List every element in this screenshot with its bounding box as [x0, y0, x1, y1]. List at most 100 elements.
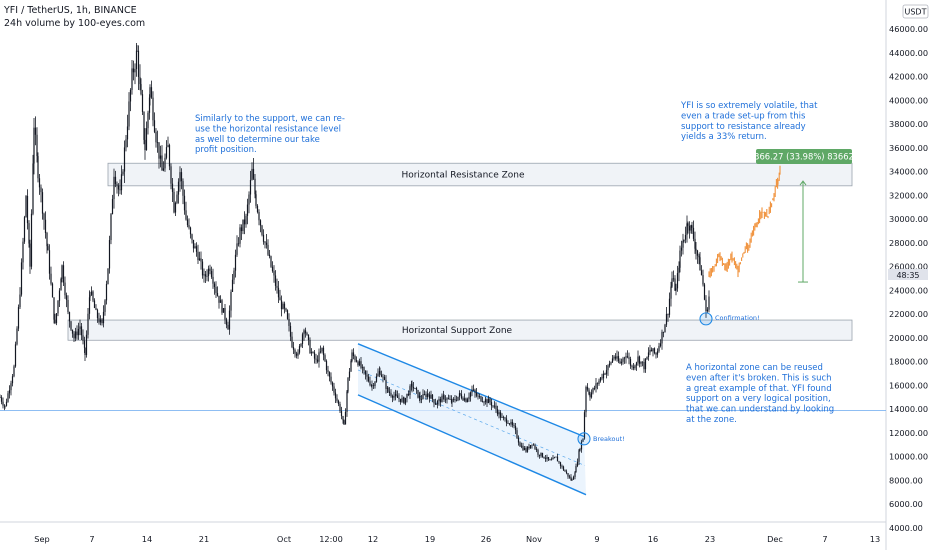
- confirmation-marker[interactable]: [699, 312, 713, 326]
- candle-body: [288, 318, 290, 326]
- candle-body: [502, 417, 505, 418]
- candle-body: [291, 336, 293, 348]
- candle-body: [328, 372, 331, 377]
- candle-body: [628, 357, 630, 359]
- chart-title: YFI / TetherUS, 1h, BINANCE: [3, 5, 137, 16]
- channel-lower-line[interactable]: [357, 394, 587, 496]
- candle-body: [420, 399, 423, 400]
- candle-body: [38, 178, 41, 188]
- candle-body: [626, 356, 629, 358]
- candle-body: [139, 76, 141, 85]
- candle-body: [589, 394, 591, 398]
- candle-body: [668, 298, 671, 315]
- candle-body: [134, 69, 136, 73]
- candle-body: [191, 234, 193, 240]
- measure-badge[interactable]: [756, 148, 852, 164]
- candle-body: [321, 347, 323, 352]
- candle-body: [395, 394, 397, 396]
- candle-body: [143, 111, 145, 140]
- candle-body: [185, 210, 187, 220]
- candle-body: [50, 273, 52, 284]
- candle-body: [688, 225, 691, 231]
- candle-body: [67, 299, 69, 313]
- candle-body: [547, 457, 550, 460]
- channel-upper-line[interactable]: [357, 343, 585, 438]
- candle-body: [145, 128, 148, 151]
- candle-body: [319, 351, 322, 353]
- candle-body: [555, 456, 557, 458]
- candle-body: [641, 361, 644, 363]
- price-tick-label: 18000.00: [889, 357, 928, 367]
- breakout-label: Breakout!: [593, 435, 625, 443]
- candle-body: [354, 355, 356, 361]
- candle-body: [234, 254, 237, 271]
- horizontal-support-zone[interactable]: [67, 319, 853, 341]
- candle-body: [540, 452, 542, 456]
- candle-body: [463, 398, 466, 401]
- price-axis[interactable]: 46000.00 44000.00 42000.00 40000.00 38000.00…: [889, 24, 928, 533]
- candle-body: [531, 444, 533, 446]
- candle-body: [113, 176, 115, 200]
- candle-body: [696, 250, 699, 256]
- candle-body: [552, 457, 554, 460]
- candle-body: [434, 403, 437, 405]
- price-tick-label: 30000.00: [889, 214, 928, 224]
- breakout-marker[interactable]: [577, 432, 591, 446]
- candle-body: [486, 399, 488, 404]
- candle-body: [204, 274, 207, 277]
- candle-body: [454, 399, 456, 401]
- currency-badge[interactable]: [902, 4, 929, 19]
- time-axis[interactable]: Sep 7 14 21 Oct 12:00 12 19 26 Nov 9 16 23 Dec 7 13: [34, 534, 880, 544]
- candle-body: [215, 286, 217, 293]
- candle-body: [152, 97, 154, 121]
- candle-body: [699, 257, 701, 271]
- candle-body: [498, 412, 500, 415]
- candle-body: [171, 183, 174, 192]
- candle-body: [363, 367, 365, 371]
- time-tick-label: 13: [870, 534, 880, 544]
- candle-body: [197, 251, 199, 261]
- candle-body: [13, 366, 15, 377]
- support-zone-label: Horizontal Support Zone: [402, 326, 513, 336]
- candle-body: [128, 101, 130, 127]
- candle-body: [135, 50, 138, 70]
- candle-body: [350, 360, 352, 372]
- note-line: use the horizontal resistance level: [195, 124, 341, 134]
- candle-body: [578, 450, 580, 462]
- candle-body: [93, 300, 96, 308]
- note-line: yields a 33% return.: [681, 132, 767, 142]
- candle-body: [409, 386, 411, 396]
- candle-body: [474, 389, 476, 393]
- candle-body: [543, 457, 545, 459]
- candle-body: [231, 279, 234, 292]
- candle-body: [510, 422, 512, 425]
- candle-body: [249, 180, 252, 195]
- candle-body: [519, 442, 521, 447]
- candle-body: [535, 448, 538, 450]
- candle-body: [82, 335, 84, 341]
- candle-body: [10, 383, 12, 391]
- candle-body: [132, 68, 135, 73]
- candle-body: [574, 472, 576, 477]
- measure-arrow-head: [799, 180, 807, 186]
- candle-body: [340, 411, 343, 417]
- candle-body: [344, 411, 347, 425]
- note-line: as well to determine our take: [195, 135, 320, 145]
- candle-body: [436, 401, 439, 405]
- candle-body: [529, 445, 532, 449]
- candle-body: [511, 422, 514, 426]
- candle-body: [307, 334, 310, 340]
- time-tick-label: 14: [142, 534, 152, 544]
- candle-body: [119, 189, 121, 191]
- candle-body: [179, 172, 181, 182]
- candle-body: [369, 381, 371, 386]
- price-tick-label: 44000.00: [889, 48, 928, 58]
- candle-body: [643, 362, 645, 370]
- candle-body: [252, 168, 255, 179]
- candle-body: [471, 389, 473, 393]
- horizontal-resistance-zone[interactable]: [107, 162, 853, 187]
- note-line: A horizontal zone can be reused: [686, 363, 823, 373]
- candle-body: [141, 94, 144, 112]
- candle-body: [417, 389, 419, 398]
